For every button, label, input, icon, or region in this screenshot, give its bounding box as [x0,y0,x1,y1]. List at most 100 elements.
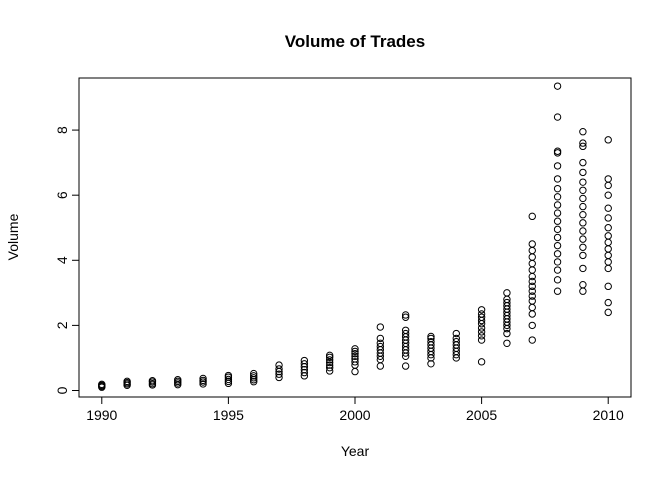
data-point [579,142,587,151]
y-axis-label: Volume [5,213,21,260]
data-point [351,352,359,361]
data-point [300,360,309,368]
x-tick-label: 2005 [466,407,497,423]
data-point [553,258,562,266]
data-point [553,147,562,155]
data-point [250,372,258,380]
data-point [325,353,334,361]
data-point [553,209,562,217]
data-point [553,241,562,250]
data-point [604,308,612,317]
x-axis-label: Year [341,443,370,459]
data-point [427,332,435,341]
data-point [275,361,283,369]
data-point [401,313,410,321]
data-point [604,282,612,291]
data-point [579,128,587,136]
data-point [553,276,562,284]
data-point [528,246,536,255]
data-point [351,358,359,366]
data-point [224,371,233,380]
data-point [325,356,334,364]
data-point [579,202,587,211]
data-point [351,350,359,358]
data-point [427,334,435,343]
data-point [503,289,511,297]
data-point [376,323,385,331]
data-point [579,139,587,147]
data-point [477,306,486,314]
data-point [477,310,486,318]
data-point [579,235,587,243]
data-point [98,380,106,389]
data-point [604,175,612,183]
data-point [604,232,612,240]
data-point [376,362,385,370]
data-point [528,292,536,300]
data-point [553,162,562,170]
data-point [528,310,536,318]
data-point [604,181,612,190]
data-point [604,251,612,260]
data-point [604,264,612,273]
data-point [401,311,410,319]
data-point [477,358,486,366]
data-point [351,367,359,376]
data-point [579,243,587,251]
data-point [275,373,283,382]
y-tick-label: 2 [54,321,70,329]
y-tick-label: 8 [54,126,70,134]
data-point [325,367,334,375]
x-tick-label: 1995 [213,407,244,423]
data-point [579,178,587,186]
data-point [528,266,536,274]
data-point [250,369,258,378]
x-tick-label: 2010 [593,407,624,423]
data-point [351,347,359,356]
data-point [579,227,587,235]
data-point [528,272,536,281]
data-point [477,324,486,332]
data-point [604,298,612,307]
data-point [224,377,233,386]
data-point [224,375,233,384]
data-point [148,377,157,385]
data-point [579,186,587,195]
data-point [477,313,486,321]
data-point [604,224,612,232]
data-point [351,345,359,353]
data-point [325,351,334,360]
data-point [503,298,511,307]
x-axis: 1990 1995 2000 2005 2010 [86,396,624,423]
data-point [604,258,612,266]
data-point [579,219,587,227]
y-tick-label: 0 [54,386,70,394]
data-point [351,355,359,363]
data-point [452,334,460,343]
data-point [528,287,536,295]
data-point [553,225,562,234]
data-point [300,356,309,365]
data-point [604,204,612,212]
data-point [579,287,587,295]
data-point [452,337,460,346]
data-point [528,253,536,261]
y-tick-label: 4 [54,256,70,264]
data-point [477,336,486,344]
data-point [553,113,562,121]
data-point [553,201,562,209]
data-point [579,168,587,177]
data-point [528,303,536,312]
data-point [528,297,536,305]
data-point [199,376,207,385]
data-point [477,328,486,336]
data-point [579,194,587,203]
data-point [528,277,536,286]
data-point [250,378,258,386]
data-point [604,191,612,199]
data-point [376,342,385,351]
data-point [553,193,562,201]
data-point [579,211,587,219]
data-points [98,82,612,391]
